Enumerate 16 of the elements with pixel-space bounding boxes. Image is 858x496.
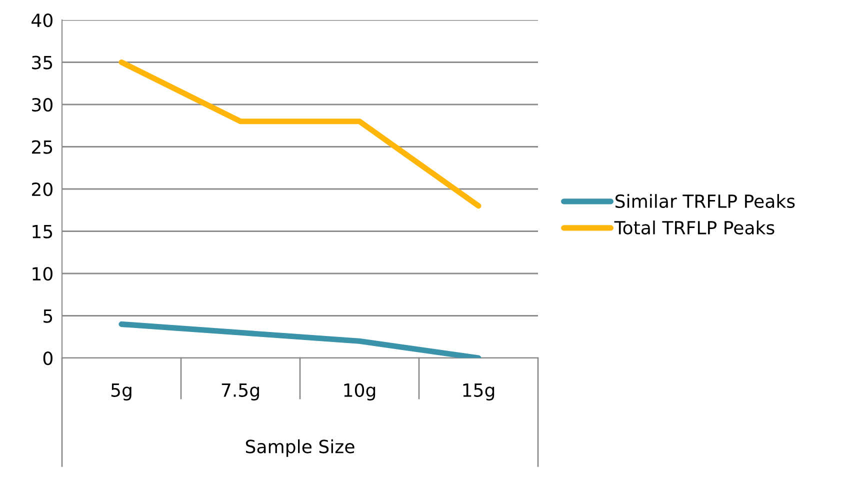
x-tick-label: 10g <box>344 383 376 400</box>
x-tick-label: 7.5g <box>222 384 259 400</box>
x-tick-label: 15g <box>463 384 494 400</box>
y-tick-label: 35 <box>32 56 52 70</box>
y-tick-label: 40 <box>32 13 52 28</box>
y-tick-label: 10 <box>32 266 52 281</box>
y-tick-label: 20 <box>32 182 52 196</box>
legend-label: Total TRFLP Peaks <box>614 220 774 235</box>
y-tick-label: 25 <box>32 140 52 154</box>
y-tick-label: 15 <box>32 224 52 238</box>
legend-label: Similar TRFLP Peaks <box>616 194 795 208</box>
y-tick-label: 30 <box>32 98 52 112</box>
x-axis-title: Sample Size <box>246 439 354 457</box>
y-tick-label: 0 <box>43 351 52 366</box>
x-tick-label: 5g <box>111 384 132 400</box>
y-tick-label: 5 <box>44 309 52 323</box>
